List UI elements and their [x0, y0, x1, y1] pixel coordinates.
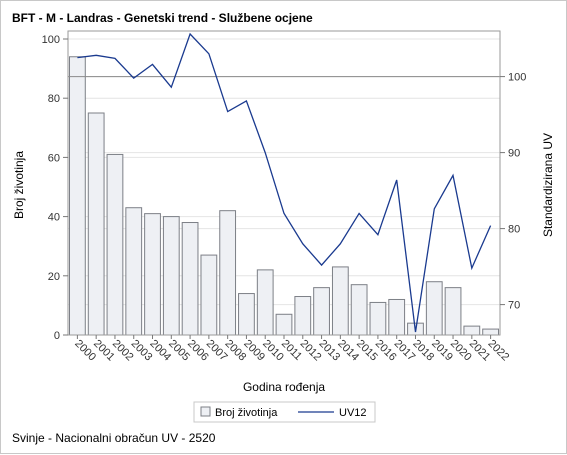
- y-axis-right-ticks: 70 80 90 100: [500, 72, 526, 312]
- x-tick-label-2000: 2000: [72, 338, 98, 364]
- y-tick-label-0: 0: [54, 330, 60, 342]
- bar-2009: [238, 293, 255, 336]
- bar-2015: [350, 284, 368, 336]
- bar-2003: [125, 207, 143, 336]
- legend-box: [193, 401, 376, 423]
- bar-2020: [444, 287, 462, 336]
- bar-2004: [144, 213, 161, 336]
- bar-2006: [181, 222, 199, 336]
- bar-2017: [388, 298, 406, 336]
- x-axis-label: Godina rođenja: [243, 380, 325, 394]
- bar-2012: [294, 296, 312, 336]
- y2-tick-label-0: 70: [508, 300, 520, 312]
- y2-tick-label-3: 100: [508, 72, 526, 84]
- bar-2014: [331, 266, 349, 336]
- bar-2013: [313, 287, 330, 336]
- x-tick-label-2011: 2011: [279, 338, 304, 363]
- bar-2007: [200, 254, 218, 336]
- legend-label-bar: Broj životinja: [215, 407, 278, 419]
- bar-2010: [256, 269, 274, 336]
- bar-2016: [369, 301, 387, 336]
- chart-title: BFT - M - Landras - Genetski trend - Slu…: [12, 11, 313, 25]
- footer-note: Svinje - Nacionalni obračun UV - 2520: [12, 431, 216, 445]
- y2-axis-label: Standardizirana UV: [541, 133, 555, 237]
- line-series-uv12: [77, 32, 492, 333]
- legend-swatch-bar: [200, 406, 211, 417]
- y2-tick-label-1: 80: [508, 224, 520, 236]
- y-tick-label-3: 60: [48, 152, 60, 164]
- y-tick-label-4: 80: [48, 93, 60, 105]
- bar-2011: [275, 313, 293, 336]
- bar-2001: [87, 112, 105, 336]
- y2-tick-label-2: 90: [508, 148, 520, 160]
- legend: Broj životinja UV12: [193, 401, 376, 423]
- bar-2000: [69, 56, 86, 336]
- bar-series: [69, 56, 499, 336]
- bar-2005: [162, 216, 180, 336]
- y-tick-label-5: 100: [42, 34, 60, 46]
- y-tick-label-1: 20: [48, 271, 60, 283]
- bar-2008: [219, 210, 237, 336]
- x-axis-ticks: 2000200120022003200420052006200720082009…: [72, 335, 511, 363]
- y-tick-label-2: 40: [48, 212, 60, 224]
- y-axis-left-ticks: 0 20 40 60 80 100: [42, 34, 68, 342]
- legend-label-line: UV12: [339, 407, 367, 419]
- bar-2019: [425, 281, 443, 336]
- bar-2021: [463, 325, 481, 336]
- bar-2022: [482, 328, 499, 336]
- y-axis-label: Broj životinja: [12, 151, 26, 219]
- bar-2002: [106, 153, 124, 336]
